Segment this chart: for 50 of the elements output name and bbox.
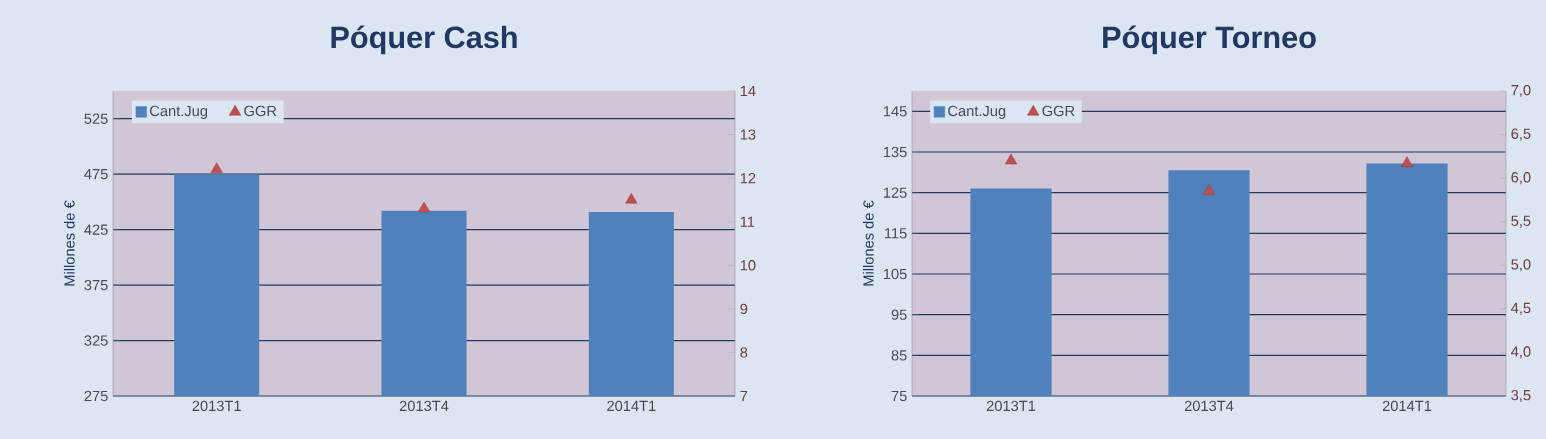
- legend-label: GGR: [1042, 105, 1075, 117]
- y2-tick-label: 4,0: [1511, 346, 1531, 359]
- y-tick-label: 475: [84, 169, 108, 180]
- y2-tick-label: 9: [740, 303, 748, 315]
- y-tick-label: 75: [891, 390, 907, 402]
- y-tick-label: 425: [84, 224, 108, 235]
- y2-tick-label: 5,5: [1511, 215, 1531, 228]
- y2-tick-label: 12: [740, 173, 756, 184]
- x-tick-label: 2014T1: [607, 400, 656, 412]
- point: [1004, 153, 1018, 165]
- x-tick-label: 2013T4: [1184, 400, 1234, 412]
- y2-tick-label: 11: [740, 216, 755, 227]
- y-tick-label: 375: [84, 279, 108, 291]
- legend-label: Cant.Jug: [948, 105, 1006, 120]
- y2-tick-label: 3,5: [1511, 389, 1531, 403]
- point: [417, 201, 431, 213]
- y2-tick-label: 5,0: [1511, 259, 1531, 272]
- point: [210, 162, 223, 174]
- y-tick-label: 105: [883, 268, 907, 280]
- y2-tick-label: 10: [740, 260, 756, 271]
- point: [625, 192, 638, 204]
- legend-label: Cant.Jug: [150, 105, 208, 120]
- chart-title: Póquer Cash: [331, 25, 517, 55]
- x-tick-label: 2013T1: [192, 400, 241, 412]
- x-tick-label: 2013T1: [986, 400, 1036, 412]
- y-tick-label: 115: [885, 228, 907, 239]
- y-tick-label: 275: [84, 390, 108, 402]
- y2-tick-label: 4,5: [1511, 302, 1531, 315]
- x-tick-label: 2013T4: [399, 400, 449, 412]
- y-tick-label: 135: [883, 146, 907, 158]
- y2-tick-label: 6,0: [1511, 172, 1531, 185]
- chart-title: Póquer Torneo: [1103, 25, 1316, 55]
- y-tick-label: 525: [84, 113, 108, 124]
- legend-label: GGR: [244, 105, 277, 117]
- y2-tick-label: 7: [740, 390, 748, 402]
- y-tick-label: 145: [883, 106, 907, 117]
- point: [1400, 156, 1414, 167]
- y2-tick-label: 6,5: [1511, 128, 1531, 141]
- x-tick-label: 2014T1: [1382, 400, 1432, 412]
- y-tick-label: 125: [883, 187, 907, 198]
- y-tick-label: 95: [891, 309, 907, 320]
- y2-tick-label: 13: [740, 129, 756, 140]
- y2-tick-label: 14: [740, 85, 756, 97]
- y2-tick-label: 7,0: [1511, 84, 1531, 98]
- y-tick-label: 85: [891, 350, 907, 361]
- y-axis-title: Millones de €: [862, 200, 874, 286]
- y-tick-label: 325: [84, 335, 108, 346]
- point: [1202, 184, 1216, 195]
- y-axis-title: Millones de €: [63, 200, 75, 286]
- y2-tick-label: 8: [740, 347, 748, 358]
